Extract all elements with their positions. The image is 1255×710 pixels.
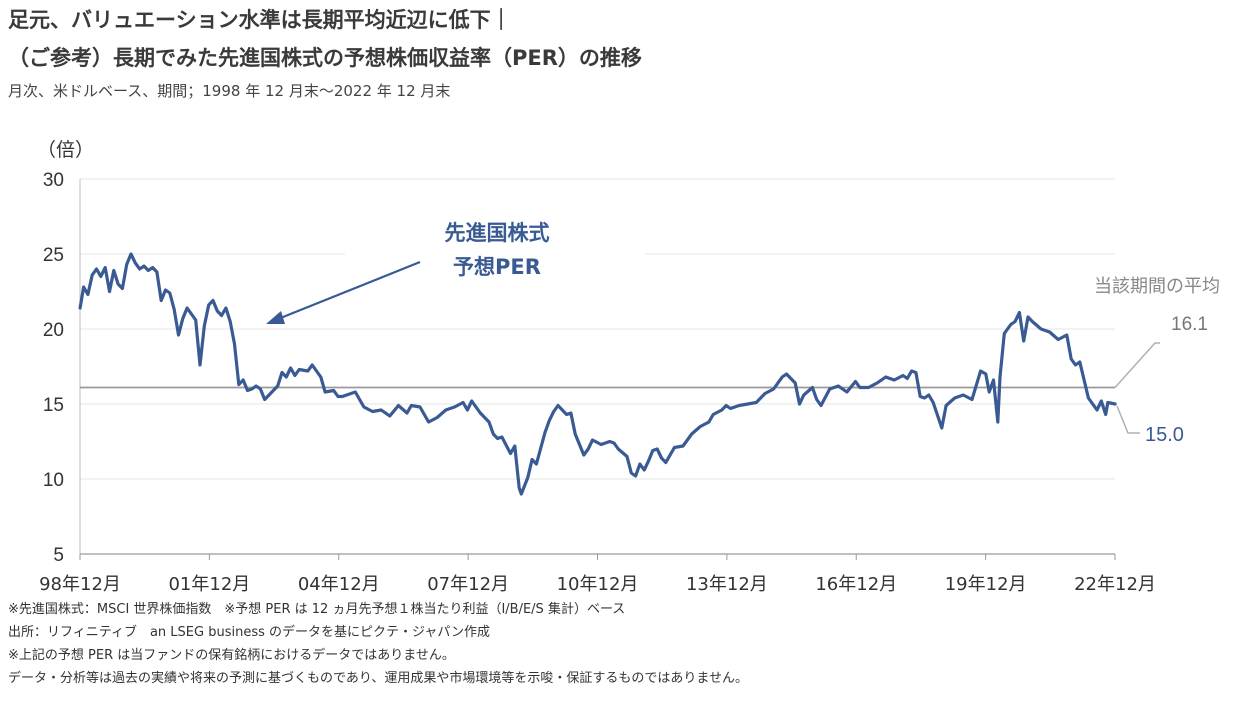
callout-mask — [345, 212, 645, 282]
y-tick-label: 25 — [43, 245, 64, 266]
y-tick-label: 15 — [43, 395, 64, 416]
callout-label-line1: 先進国株式 — [445, 221, 550, 245]
chart-title-line2: （ご参考）長期でみた先進国株式の予想株価収益率（PER）の推移 — [8, 46, 642, 70]
last-value-leader-line — [1116, 405, 1140, 434]
y-axis: 30 25 20 15 10 5 （倍） — [37, 139, 94, 566]
average-leader-line — [1114, 342, 1160, 389]
y-tick-label: 30 — [43, 170, 64, 191]
grid-lines — [80, 178, 1115, 480]
footnote-2: 出所：リフィニティブ an LSEG business のデータを基にピクテ・ジ… — [8, 625, 491, 640]
chart-title-line1: 足元、バリュエーション水準は長期平均近辺に低下｜ — [8, 8, 512, 32]
x-tick-label: 04年12月 — [298, 574, 380, 595]
y-tick-label: 10 — [43, 470, 64, 491]
series-group — [78, 252, 1117, 496]
x-tick-label: 13年12月 — [686, 574, 768, 595]
x-tick-label: 01年12月 — [168, 574, 250, 595]
x-tick-label: 16年12月 — [815, 574, 897, 595]
y-unit-label: （倍） — [37, 139, 94, 161]
chart-subtitle: 月次、米ドルベース、期間；1998 年 12 月末～2022 年 12 月末 — [8, 82, 451, 100]
average-label: 当該期間の平均 — [1094, 276, 1220, 297]
callout-arrowhead — [266, 311, 285, 324]
series-line-0 — [78, 252, 1117, 496]
x-tick-label: 22年12月 — [1074, 574, 1156, 595]
x-tick-label: 19年12月 — [945, 574, 1027, 595]
per-line-chart: 30 25 20 15 10 5 （倍） 98年12月 01年12月 04年12月 07年12月 1… — [37, 139, 1220, 595]
average-value-label: 16.1 — [1171, 314, 1208, 335]
footnote-4: データ・分析等は過去の実績や将来の予測に基づくものであり、運用成果や市場環境等を… — [8, 671, 748, 686]
callout-arrow-shaft — [277, 260, 421, 321]
last-value-label: 15.0 — [1145, 424, 1184, 446]
footnote-3: ※上記の予想 PER は当ファンドの保有銘柄におけるデータではありません。 — [8, 648, 455, 663]
footnote-1: ※先進国株式：MSCI 世界株価指数 ※予想 PER は 12 ヵ月先予想１株当… — [8, 602, 626, 617]
y-tick-label: 5 — [53, 545, 64, 566]
x-axis: 98年12月 01年12月 04年12月 07年12月 10年12月 13年12月 16年1… — [39, 553, 1156, 595]
x-tick-label: 10年12月 — [557, 574, 639, 595]
y-tick-label: 20 — [43, 320, 64, 341]
x-tick-label: 07年12月 — [427, 574, 509, 595]
footnotes: ※先進国株式：MSCI 世界株価指数 ※予想 PER は 12 ヵ月先予想１株当… — [8, 598, 748, 690]
callout-label-line2: 予想PER — [453, 255, 541, 279]
x-tick-label: 98年12月 — [39, 574, 121, 595]
